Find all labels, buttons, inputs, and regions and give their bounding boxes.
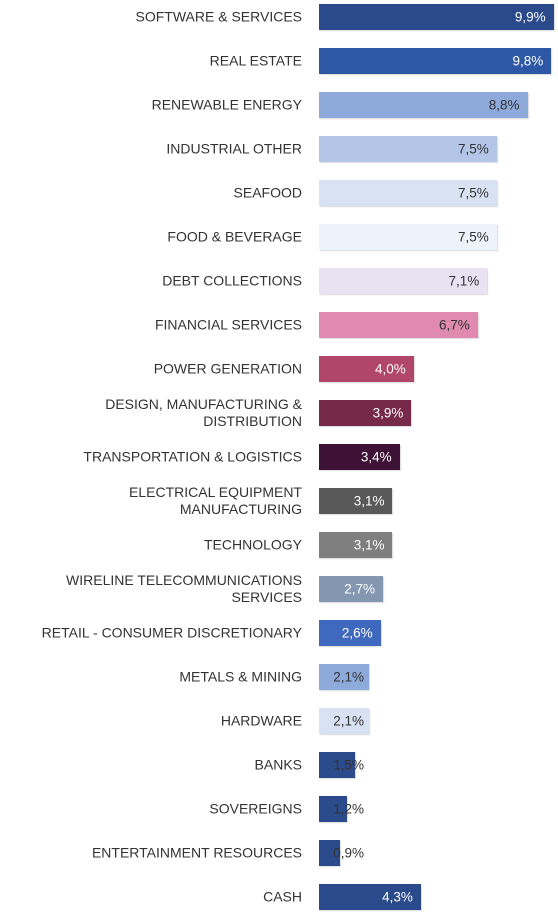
value-label: 3,4%: [360, 449, 392, 465]
value-label: 4,3%: [382, 889, 413, 905]
category-label: METALS & MINING: [179, 668, 302, 685]
value-label: 7,5%: [457, 229, 489, 245]
bar: [319, 532, 393, 558]
bar: [319, 400, 412, 426]
value-label: 9,9%: [514, 9, 546, 25]
bar: [319, 224, 497, 250]
value-label: 4,0%: [375, 361, 406, 377]
bar: [319, 620, 381, 646]
bar: [319, 708, 369, 734]
value-label: 3,9%: [372, 405, 404, 421]
bar: [319, 884, 421, 910]
value-label: 7,5%: [457, 141, 489, 157]
value-label: 3,1%: [353, 493, 385, 509]
value-label: 6,7%: [439, 317, 470, 333]
bar: [319, 312, 478, 338]
bar: [319, 180, 497, 206]
bar: [319, 92, 528, 118]
category-label: ELECTRICAL EQUIPMENT MANUFACTURING: [129, 484, 302, 517]
category-label: RENEWABLE ENERGY: [151, 96, 302, 113]
value-label: 7,5%: [457, 185, 489, 201]
value-label: 3,1%: [353, 537, 385, 553]
value-label: 2,6%: [341, 625, 373, 641]
value-label: 2,1%: [333, 669, 364, 685]
bar: [319, 576, 383, 602]
bar: [319, 356, 414, 382]
value-label: 1,5%: [333, 757, 364, 773]
category-label: TECHNOLOGY: [203, 536, 302, 553]
category-label: HARDWARE: [220, 712, 302, 729]
value-label: 2,1%: [333, 713, 364, 729]
value-label: 9,8%: [512, 53, 544, 69]
bar: [319, 752, 355, 778]
category-label: SOFTWARE & SERVICES: [135, 8, 302, 25]
bar: [319, 136, 497, 162]
category-label: CASH: [263, 888, 302, 905]
bar: [319, 840, 341, 866]
category-label: FINANCIAL SERVICES: [154, 316, 302, 333]
value-label: 1,2%: [333, 801, 364, 817]
category-label: SOVEREIGNS: [209, 800, 302, 817]
bar: [319, 268, 488, 294]
value-label: 2,7%: [344, 581, 375, 597]
category-label: FOOD & BEVERAGE: [167, 228, 302, 245]
value-label: 0,9%: [333, 845, 364, 861]
category-label: POWER GENERATION: [153, 360, 302, 377]
category-label: TRANSPORTATION & LOGISTICS: [83, 448, 302, 465]
category-label: BANKS: [254, 756, 302, 773]
bar: [319, 488, 393, 514]
bar: [319, 48, 552, 74]
bar: [319, 796, 348, 822]
category-label: WIRELINE TELECOMMUNICATIONS SERVICES: [66, 572, 302, 605]
bar: [319, 4, 554, 30]
category-label: SEAFOOD: [233, 184, 302, 201]
bar: [319, 444, 400, 470]
category-label: ENTERTAINMENT RESOURCES: [91, 844, 302, 861]
category-label: RETAIL - CONSUMER DISCRETIONARY: [41, 624, 302, 641]
bar: [319, 664, 369, 690]
category-label: REAL ESTATE: [209, 52, 302, 69]
category-label: INDUSTRIAL OTHER: [166, 140, 302, 157]
value-label: 7,1%: [448, 273, 480, 289]
category-label: DEBT COLLECTIONS: [162, 272, 302, 289]
value-label: 8,8%: [488, 97, 520, 113]
category-label: DESIGN, MANUFACTURING & DISTRIBUTION: [105, 396, 302, 429]
